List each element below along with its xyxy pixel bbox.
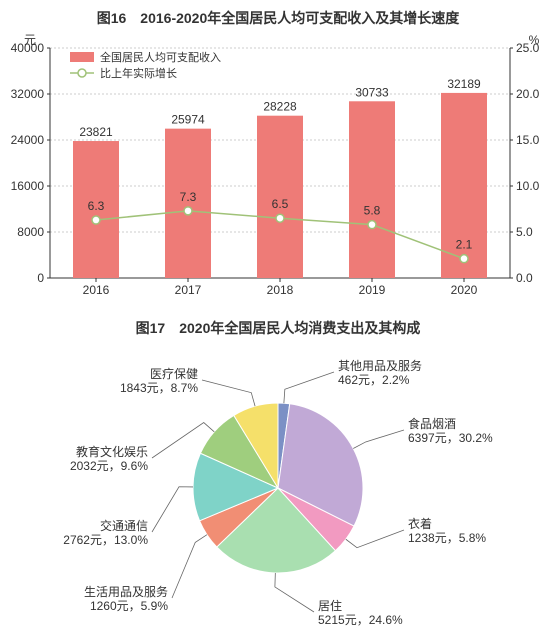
chart16-title: 图16 2016-2020年全国居民人均可支配收入及其增长速度	[0, 0, 556, 28]
svg-text:28228: 28228	[263, 100, 297, 114]
slice-name: 衣着	[408, 516, 432, 531]
svg-text:5.0: 5.0	[516, 225, 533, 239]
chart16-svg: 元%08000160002400032000400000.05.010.015.…	[0, 28, 556, 308]
svg-text:6.3: 6.3	[88, 199, 105, 213]
svg-text:2017: 2017	[175, 283, 202, 297]
chart17-svg: 其他用品及服务462元，2.2% 食品烟酒6397元，30.2% 衣着1238元，5…	[0, 338, 556, 638]
line-marker	[460, 255, 468, 263]
svg-text:25974: 25974	[171, 113, 205, 127]
svg-text:2.1: 2.1	[456, 238, 473, 252]
svg-text:2020: 2020	[451, 283, 478, 297]
slice-value: 1260元，5.9%	[90, 599, 168, 613]
svg-text:比上年实际增长: 比上年实际增长	[100, 66, 177, 80]
legend: 全国居民人均可支配收入比上年实际增长	[70, 50, 221, 80]
svg-text:23821: 23821	[79, 125, 113, 139]
chart16-container: 图16 2016-2020年全国居民人均可支配收入及其增长速度 元%080001…	[0, 0, 556, 308]
line-marker	[92, 216, 100, 224]
svg-text:25.0: 25.0	[516, 41, 540, 55]
chart17-title: 图17 2020年全国居民人均消费支出及其构成	[0, 318, 556, 338]
slice-name: 居住	[318, 599, 342, 613]
slice-name: 食品烟酒	[408, 416, 456, 431]
slice-value: 2032元，9.6%	[70, 459, 148, 473]
slice-value: 6397元，30.2%	[408, 431, 493, 445]
svg-text:6.5: 6.5	[272, 197, 289, 211]
svg-text:32189: 32189	[447, 77, 481, 91]
slice-name: 医疗保健	[150, 367, 198, 381]
line-marker	[276, 214, 284, 222]
svg-text:0: 0	[37, 271, 44, 285]
svg-text:8000: 8000	[17, 225, 44, 239]
slice-name: 其他用品及服务	[338, 358, 422, 373]
slice-value: 5215元，24.6%	[318, 613, 403, 627]
svg-text:15.0: 15.0	[516, 133, 540, 147]
svg-text:全国居民人均可支配收入: 全国居民人均可支配收入	[100, 50, 221, 64]
slice-value: 1843元，8.7%	[120, 381, 198, 395]
svg-text:20.0: 20.0	[516, 87, 540, 101]
svg-text:2018: 2018	[267, 283, 294, 297]
svg-text:5.8: 5.8	[364, 204, 381, 218]
slice-name: 教育文化娱乐	[76, 444, 148, 459]
slice-value: 2762元，13.0%	[63, 533, 148, 547]
svg-text:10.0: 10.0	[516, 179, 540, 193]
svg-text:0.0: 0.0	[516, 271, 533, 285]
slice-name: 交通通信	[100, 518, 148, 533]
svg-text:2019: 2019	[359, 283, 386, 297]
line-marker	[368, 221, 376, 229]
svg-text:16000: 16000	[11, 179, 45, 193]
svg-text:2016: 2016	[83, 283, 110, 297]
slice-value: 1238元，5.8%	[408, 531, 486, 545]
svg-text:30733: 30733	[355, 85, 389, 99]
line-marker	[184, 207, 192, 215]
svg-text:32000: 32000	[11, 87, 45, 101]
slice-name: 生活用品及服务	[84, 584, 168, 599]
svg-text:40000: 40000	[11, 41, 45, 55]
bar	[349, 101, 395, 278]
slice-value: 462元，2.2%	[338, 373, 410, 387]
chart17-container: 图17 2020年全国居民人均消费支出及其构成 其他用品及服务462元，2.2%…	[0, 318, 556, 638]
svg-text:7.3: 7.3	[180, 190, 197, 204]
svg-text:24000: 24000	[11, 133, 45, 147]
